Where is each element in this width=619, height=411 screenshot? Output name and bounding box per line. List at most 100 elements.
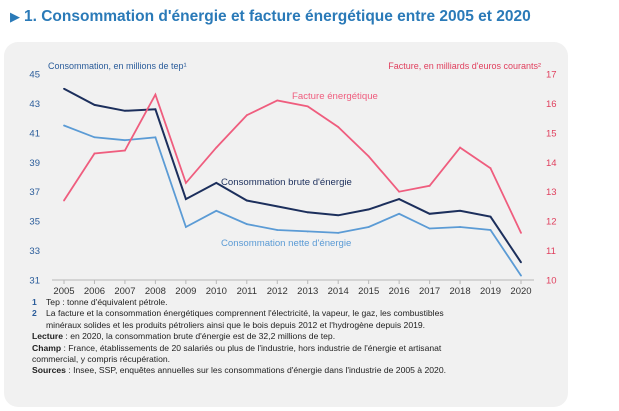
data-point — [215, 146, 218, 149]
left-tick-label: 43 — [29, 99, 40, 110]
x-tick-label: 2007 — [114, 286, 135, 297]
data-point — [245, 114, 248, 117]
data-point — [337, 214, 340, 217]
right-tick-label: 10 — [546, 276, 557, 287]
data-point — [306, 105, 309, 108]
data-point — [520, 274, 522, 277]
series-facture-line — [63, 92, 522, 234]
data-point — [93, 152, 96, 155]
chart-title-text: 1. Consommation d'énergie et facture éne… — [24, 8, 531, 25]
data-point — [428, 184, 431, 187]
right-tick-label: 17 — [546, 70, 557, 81]
right-axis-title: Facture, en milliards d'euros courants² — [388, 61, 541, 71]
x-tick-label: 2010 — [206, 286, 227, 297]
data-point — [245, 199, 248, 202]
data-point — [276, 99, 279, 102]
data-point — [459, 226, 461, 228]
x-tick-label: 2018 — [449, 286, 470, 297]
data-point — [337, 232, 340, 234]
left-tick-label: 45 — [29, 70, 40, 81]
chart-title: ▶ 1. Consommation d'énergie et facture én… — [10, 8, 531, 26]
data-point — [276, 205, 279, 208]
label-nette: Consommation nette d'énergie — [221, 238, 351, 249]
data-point — [398, 190, 401, 193]
x-tick-label: 2012 — [267, 286, 288, 297]
x-tick-label: 2006 — [84, 286, 105, 297]
data-point — [63, 87, 65, 90]
note-sources: Sources : Insee, SSP, enquêtes annuelles… — [32, 365, 446, 376]
data-point — [306, 211, 309, 214]
right-tick-label: 16 — [546, 99, 557, 110]
x-tick-label: 2009 — [175, 286, 196, 297]
data-point — [184, 181, 187, 184]
x-tick-label: 2016 — [389, 286, 410, 297]
data-point — [398, 198, 401, 200]
data-point — [184, 226, 187, 228]
left-axis-title: Consommation, en millions de tep¹ — [48, 61, 187, 71]
x-tick-label: 2019 — [480, 286, 501, 297]
data-point — [215, 181, 218, 184]
data-point — [367, 208, 370, 211]
note-2-cont: minéraux solides et les produits pétroli… — [46, 319, 426, 330]
x-tick-label: 2013 — [297, 286, 318, 297]
right-tick-label: 15 — [546, 128, 557, 139]
right-tick-label: 14 — [546, 158, 557, 169]
series-brute-line — [63, 87, 522, 263]
data-point — [489, 167, 492, 170]
data-point — [428, 227, 431, 230]
note-2: 2 La facture et la consommation énergétiq… — [32, 308, 444, 319]
right-tick-label: 12 — [546, 217, 557, 228]
note-lecture: Lecture : en 2020, la consommation brute… — [32, 331, 336, 342]
x-tick-label: 2015 — [358, 286, 379, 297]
data-point — [184, 198, 187, 200]
data-point — [367, 155, 370, 158]
series-nette-line — [63, 124, 522, 277]
right-tick-label: 13 — [546, 187, 557, 198]
note-1: 1 Tep : tonne d'équivalent pétrole. — [32, 297, 168, 307]
data-point — [154, 93, 157, 96]
data-point — [520, 261, 522, 264]
data-point — [306, 230, 309, 233]
data-point — [489, 215, 492, 218]
left-tick-label: 35 — [29, 217, 40, 228]
data-point — [520, 232, 522, 234]
chart-notes: 1 Tep : tonne d'équivalent pétrole. 2 La f… — [32, 297, 562, 377]
data-point — [276, 229, 279, 231]
x-tick-label: 2017 — [419, 286, 440, 297]
data-point — [215, 209, 218, 212]
data-point — [398, 212, 401, 215]
data-point — [154, 136, 157, 139]
data-point — [489, 229, 492, 231]
left-tick-label: 33 — [29, 246, 40, 257]
x-tick-label: 2014 — [328, 286, 349, 297]
data-point — [337, 126, 340, 128]
data-point — [459, 209, 461, 212]
data-point — [63, 124, 65, 127]
triangle-right-icon: ▶ — [10, 9, 20, 24]
left-tick-label: 39 — [29, 158, 40, 169]
data-point — [63, 199, 65, 202]
data-point — [245, 223, 248, 225]
x-tick-label: 2011 — [237, 286, 257, 297]
data-point — [459, 146, 461, 149]
data-point — [124, 139, 126, 142]
data-point — [154, 108, 157, 111]
data-point — [428, 212, 431, 215]
note-champ-cont: commercial, y compris récupération. — [32, 354, 171, 365]
left-tick-label: 41 — [29, 128, 40, 139]
x-tick-label: 2005 — [53, 286, 74, 297]
left-tick-label: 37 — [29, 187, 40, 198]
data-point — [93, 136, 96, 139]
x-tick-label: 2020 — [510, 286, 531, 297]
data-point — [367, 226, 370, 228]
data-point — [124, 109, 126, 112]
left-tick-label: 31 — [29, 276, 40, 287]
label-facture: Facture énergétique — [292, 91, 378, 102]
data-point — [124, 149, 126, 152]
right-tick-label: 11 — [546, 246, 556, 257]
data-point — [93, 104, 96, 106]
note-champ: Champ : France, établissements de 20 sal… — [32, 342, 442, 353]
x-tick-label: 2008 — [145, 286, 166, 297]
label-brute: Consommation brute d'énergie — [221, 177, 352, 188]
